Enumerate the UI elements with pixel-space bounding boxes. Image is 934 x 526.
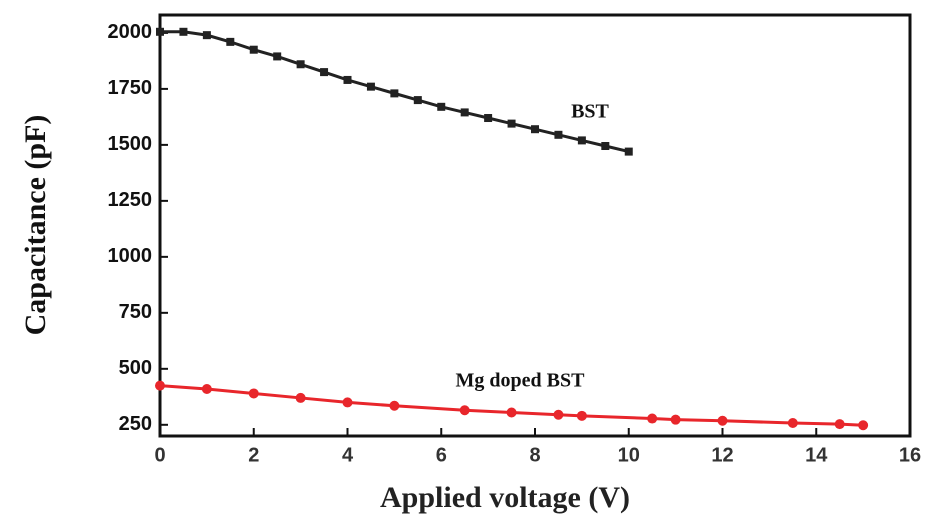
y-tick-label: 2000 <box>108 21 153 43</box>
marker <box>249 45 258 54</box>
x-tick-label: 10 <box>618 444 640 466</box>
y-tick-label: 1500 <box>108 133 153 155</box>
marker <box>531 125 539 134</box>
x-tick-label: 8 <box>529 444 540 466</box>
marker <box>576 410 587 421</box>
y-tick-label: 250 <box>119 413 152 435</box>
y-tick-label: 1250 <box>108 189 153 211</box>
marker <box>460 108 469 117</box>
marker <box>155 380 165 391</box>
x-axis-title: Applied voltage (V) <box>380 481 630 514</box>
x-tick-label: 12 <box>711 444 733 466</box>
marker <box>179 27 188 36</box>
marker <box>413 96 422 105</box>
marker <box>202 31 211 40</box>
x-tick-label: 0 <box>154 444 165 466</box>
marker <box>366 82 375 91</box>
marker <box>601 142 610 151</box>
marker <box>670 414 681 425</box>
marker <box>248 388 259 399</box>
marker <box>858 420 869 431</box>
x-tick-label: 14 <box>805 444 828 466</box>
annotation: BST <box>571 101 609 123</box>
marker <box>577 136 586 145</box>
annotation: Mg doped BST <box>456 370 586 392</box>
marker <box>554 130 563 139</box>
marker <box>320 68 329 77</box>
x-tick-label: 2 <box>248 444 259 466</box>
x-tick-label: 6 <box>436 444 447 466</box>
marker <box>226 37 235 46</box>
marker <box>295 392 306 403</box>
marker <box>390 89 399 98</box>
y-tick-label: 500 <box>119 357 152 379</box>
marker <box>834 419 845 430</box>
marker <box>273 52 282 61</box>
marker <box>506 407 517 418</box>
marker <box>624 147 633 156</box>
marker <box>484 114 493 123</box>
marker <box>342 397 353 408</box>
marker <box>201 383 212 394</box>
marker <box>389 400 400 411</box>
marker <box>296 60 305 69</box>
series-line <box>159 384 864 427</box>
marker <box>459 405 470 416</box>
marker <box>553 409 564 420</box>
y-tick-label: 750 <box>119 301 152 323</box>
y-tick-label: 1000 <box>108 245 153 267</box>
y-axis-title: Capacitance (pF) <box>19 115 52 336</box>
x-tick-label: 16 <box>899 444 921 466</box>
y-tick-label: 1750 <box>108 77 153 99</box>
marker <box>343 75 352 84</box>
marker <box>717 415 728 426</box>
marker <box>507 119 516 128</box>
marker <box>647 413 658 424</box>
marker <box>156 27 164 36</box>
marker <box>787 418 798 429</box>
marker <box>437 102 446 111</box>
x-tick-label: 4 <box>342 444 354 466</box>
